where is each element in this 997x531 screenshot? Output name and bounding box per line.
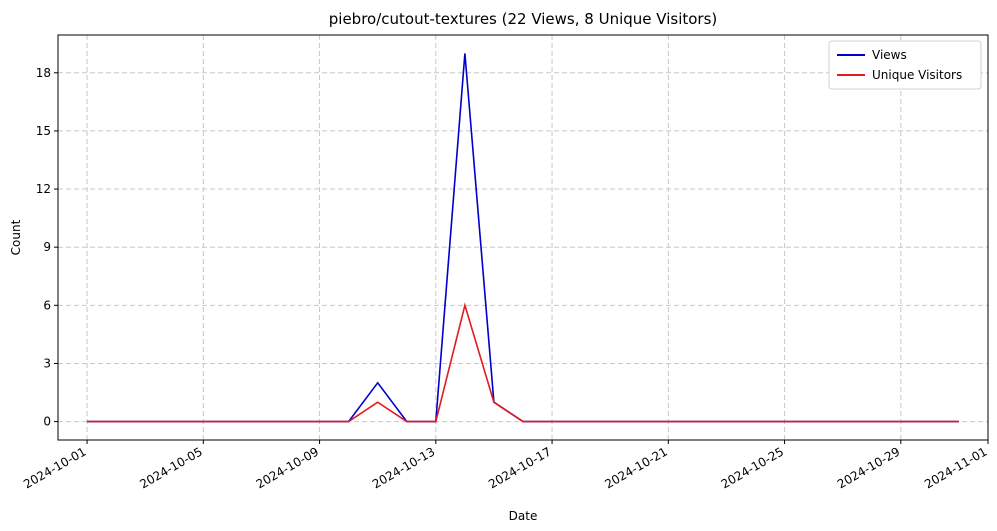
legend-label: Views [872,48,907,62]
y-tick-label: 9 [43,240,51,254]
legend-box [828,40,982,90]
y-tick-label: 18 [36,66,51,80]
plot-frame [57,34,989,441]
chart-title: piebro/cutout-textures (22 Views, 8 Uniq… [329,10,718,28]
x-tick-label: 2024-10-09 [254,444,321,491]
y-tick-label: 6 [43,298,51,312]
legend: Views Unique Visitors [828,40,982,90]
x-tick-label: 2024-10-29 [835,444,902,491]
data-lines [87,53,959,423]
x-tick-label: 2024-10-21 [602,444,669,491]
x-tick-label: 2024-10-01 [21,444,88,491]
x-tick-label: 2024-10-25 [719,444,786,491]
x-axis-label: Date [509,509,538,523]
x-tick-label: 2024-10-05 [137,444,204,491]
y-tick-label: 12 [36,182,51,196]
y-tick-label: 0 [43,415,51,429]
grid [58,35,989,440]
legend-label: Unique Visitors [872,68,962,82]
x-tick-label: 2024-10-13 [370,444,437,491]
y-tick-label: 15 [36,124,51,138]
series-line-unique-visitors [87,302,959,423]
y-tick-label: 3 [43,356,51,370]
x-tick-label: 2024-11-01 [922,444,989,491]
y-axis-label: Count [9,219,23,255]
x-tick-label: 2024-10-17 [486,444,553,491]
series-line-views [87,53,959,423]
axis-ticks: 0 3 6 9 12 15 18 2024-10-01 2024-10-05 2024-10-09… [21,66,989,492]
